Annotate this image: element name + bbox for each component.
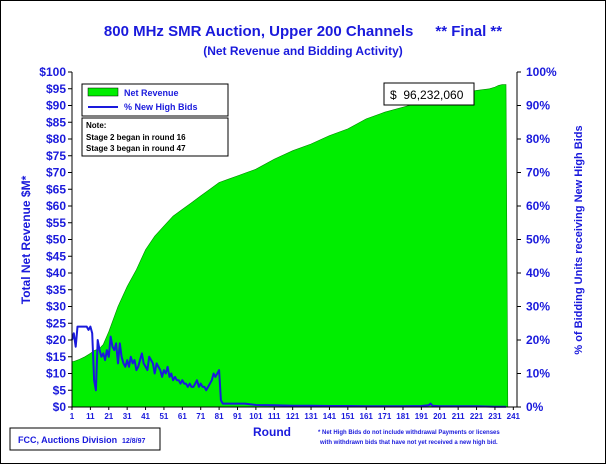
footnote-line-2: with withdrawn bids that have not yet re… [319,440,498,446]
y-tick-label: $100 [39,65,66,79]
x-tick-label: 201 [433,412,447,421]
y-tick-label: $20 [46,333,66,347]
y2-tick-label: 90% [526,99,550,113]
note-title: Note: [86,121,106,130]
legend: Net Revenue % New High Bids [81,83,229,117]
y2-tick-label: 20% [526,333,550,347]
x-tick-label: 171 [378,412,392,421]
note-line-1: Stage 2 began in round 16 [86,133,186,142]
x-tick-label: 1 [70,412,75,421]
y-tick-label: $40 [46,266,66,280]
y2-tick-label: 60% [526,199,550,213]
x-tick-label: 101 [249,412,263,421]
y2-tick-label: 10% [526,367,550,381]
y-tick-label: $65 [46,182,66,196]
y2-axis-label: % of Bidding Units receiving New High Bi… [573,125,585,354]
y2-tick-label: 30% [526,300,550,314]
y-tick-label: $80 [46,132,66,146]
footnote-line-1: * Net High Bids do not include withdrawa… [318,430,500,436]
x-tick-label: 231 [488,412,502,421]
note-border [81,117,229,157]
x-axis-ticks: 1 11 21 31 41 51 61 71 81 91 101 111 121 131 141 151 161… [70,407,521,421]
x-tick-label: 241 [507,412,521,421]
title-status: ** Final ** [435,23,503,40]
x-tick-label: 91 [233,412,242,421]
y-tick-label: $70 [46,166,66,180]
x-tick-label: 11 [86,412,95,421]
y-tick-label: $90 [46,99,66,113]
x-tick-label: 161 [360,412,374,421]
note-box: Note: Stage 2 began in round 16 Stage 3 … [81,117,229,157]
y2-tick-label: 100% [526,65,557,79]
footer-source: FCC, Auctions Division 12/8/97 [9,427,161,451]
y-tick-label: $95 [46,82,66,96]
y-tick-label: $5 [53,383,67,397]
note-line-2: Stage 3 began in round 47 [86,144,186,153]
chart-title: 800 MHz SMR Auction, Upper 200 Channels *… [0,23,606,40]
x-tick-label: 181 [396,412,410,421]
x-tick-label: 221 [470,412,484,421]
y-tick-label: $15 [46,350,66,364]
legend-label-revenue: Net Revenue [124,88,179,98]
x-tick-label: 211 [452,412,465,421]
footer-date: 12/8/97 [122,438,145,445]
y-tick-label: $25 [46,316,66,330]
final-value-callout: $ 96,232,060 [383,82,475,106]
y-tick-label: $45 [46,249,66,263]
y2-tick-label: 40% [526,266,550,280]
x-tick-label: 51 [159,412,168,421]
y2-tick-label: 70% [526,166,550,180]
x-tick-label: 61 [178,412,187,421]
x-tick-label: 31 [123,412,132,421]
y2-tick-label: 0% [526,400,544,414]
x-tick-label: 81 [215,412,224,421]
chart-subtitle: (Net Revenue and Bidding Activity) [203,44,403,58]
legend-swatch-revenue [87,87,119,97]
final-value-label: $ 96,232,060 [390,88,464,102]
y-tick-label: $60 [46,199,66,213]
y-tick-label: $75 [46,149,66,163]
x-axis-label: Round [253,425,291,439]
y-tick-label: $30 [46,300,66,314]
y-tick-label: $35 [46,283,66,297]
final-value-box [383,82,475,106]
footer-source-box [9,427,161,451]
bids-line [71,325,506,408]
left-axis-ticks: $0 $5 $10 $15 $20 $25 $30 $35 $40 $45 $50 $55 $60 $65… [39,65,72,414]
y-tick-label: $50 [46,233,66,247]
x-tick-label: 121 [286,412,300,421]
footer-source-text: FCC, Auctions Division [18,435,117,445]
y2-tick-label: 80% [526,132,550,146]
title-text: 800 MHz SMR Auction, Upper 200 Channels [103,23,414,40]
x-tick-label: 111 [268,412,281,421]
y-tick-label: $0 [53,400,67,414]
x-tick-label: 71 [196,412,205,421]
bids-line-layer [71,325,506,408]
x-tick-label: 41 [141,412,150,421]
x-tick-label: 141 [323,412,337,421]
y2-tick-label: 50% [526,233,550,247]
legend-label-bids: % New High Bids [124,102,198,112]
y-axis-label: Total Net Revenue $M* [19,175,33,304]
x-tick-label: 151 [341,412,355,421]
x-tick-label: 131 [304,412,318,421]
x-tick-label: 21 [104,412,113,421]
y-tick-label: $85 [46,115,66,129]
y-tick-label: $10 [46,367,66,381]
right-axis-ticks: 0% 10% 20% 30% 40% 50% 60% 70% 80% 90% 100% [517,65,557,414]
y-tick-label: $55 [46,216,66,230]
x-tick-label: 191 [415,412,429,421]
